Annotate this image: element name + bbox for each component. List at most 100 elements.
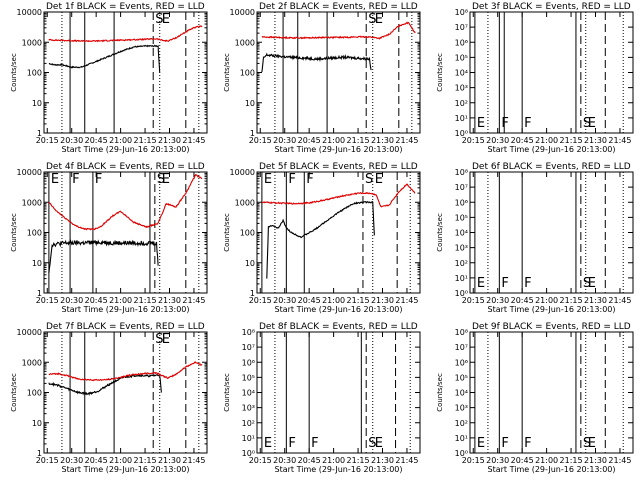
x-tick-label: 21:00 — [109, 136, 132, 145]
y-axis-label: Counts/sec — [10, 53, 18, 92]
x-tick-label: 20:45 — [85, 296, 108, 305]
y-tick-label: 1 — [250, 289, 255, 298]
y-tick-label: 1000 — [235, 38, 255, 47]
x-tick-label: 21:15 — [560, 136, 583, 145]
x-axis-label: Start Time (29-Jun-16 20:13:00) — [275, 145, 403, 154]
series-line-lld — [261, 183, 416, 208]
x-tick-label: 21:15 — [560, 296, 583, 305]
x-tick-label: 20:15 — [462, 296, 485, 305]
y-tick-label: 10⁷ — [455, 343, 468, 352]
event-marker-label: E — [162, 332, 170, 347]
x-tick-label: 21:45 — [182, 136, 205, 145]
x-tick-label: 21:15 — [347, 296, 370, 305]
y-tick-label: 10 — [245, 99, 255, 108]
event-marker-label: F — [524, 276, 531, 291]
series-line-events — [261, 52, 372, 73]
y-tick-label: 10000 — [17, 328, 42, 337]
event-marker-label: F — [95, 172, 102, 187]
x-tick-label: 21:00 — [535, 136, 558, 145]
y-axis-label: Counts/sec — [436, 53, 444, 92]
event-marker-label: F — [501, 116, 508, 131]
y-tick-label: 10 — [32, 419, 42, 428]
event-marker-label: E — [588, 436, 596, 451]
series-line-lld — [48, 361, 203, 382]
y-axis-label: Counts/sec — [10, 213, 18, 252]
panel-title: Det 4f BLACK = Events, RED = LLD — [46, 162, 205, 172]
x-tick-label: 20:15 — [249, 136, 272, 145]
x-tick-label: 21:45 — [608, 456, 631, 465]
y-axis-label: Counts/sec — [223, 53, 231, 92]
chart-panel-det-1f: Det 1f BLACK = Events, RED = LLD 1 10 100 10… — [10, 2, 208, 154]
y-tick-label: 10⁷ — [242, 343, 255, 352]
x-tick-label: 20:15 — [249, 296, 272, 305]
event-marker-label: S — [368, 12, 376, 27]
x-tick-label: 21:30 — [158, 296, 181, 305]
series-line-lld — [261, 21, 416, 40]
chart-panel-det-2f: Det 2f BLACK = Events, RED = LLD 1 10 100 10… — [223, 2, 421, 154]
x-tick-label: 20:30 — [60, 456, 83, 465]
event-marker-label: E — [264, 436, 272, 451]
y-tick-label: 10² — [455, 259, 468, 268]
event-marker-label: E — [477, 116, 485, 131]
y-tick-label: 10⁸ — [242, 328, 255, 337]
y-tick-label: 1 — [37, 449, 42, 458]
plot-frame — [469, 11, 634, 134]
x-tick-label: 20:45 — [511, 136, 534, 145]
y-tick-label: 10¹ — [455, 434, 468, 443]
x-tick-label: 20:30 — [273, 296, 296, 305]
series-line-events — [266, 200, 375, 279]
event-marker-label: F — [501, 436, 508, 451]
x-tick-label: 20:15 — [36, 136, 59, 145]
x-tick-label: 20:15 — [36, 296, 59, 305]
y-tick-label: 1000 — [22, 198, 42, 207]
y-tick-label: 10⁶ — [455, 358, 468, 367]
event-marker-label: F — [524, 116, 531, 131]
plot-frame — [256, 171, 421, 294]
x-tick-label: 20:30 — [273, 456, 296, 465]
event-marker-label: S — [365, 172, 373, 187]
plot-frame — [43, 171, 208, 294]
x-tick-label: 20:30 — [486, 456, 509, 465]
y-tick-label: 10000 — [17, 168, 42, 177]
y-tick-label: 10⁶ — [242, 358, 255, 367]
x-tick-label: 21:15 — [347, 136, 370, 145]
event-marker-label: F — [288, 436, 295, 451]
x-tick-label: 20:15 — [462, 456, 485, 465]
x-tick-label: 21:15 — [134, 296, 157, 305]
event-marker-label: S — [583, 116, 591, 131]
x-tick-label: 21:45 — [395, 456, 418, 465]
y-tick-label: 10⁶ — [455, 198, 468, 207]
x-axis-label: Start Time (29-Jun-16 20:13:00) — [62, 465, 190, 474]
y-tick-label: 100 — [240, 229, 255, 238]
event-marker-label: E — [51, 172, 59, 187]
x-tick-label: 21:00 — [535, 456, 558, 465]
x-tick-label: 21:30 — [584, 456, 607, 465]
y-tick-label: 100 — [27, 229, 42, 238]
x-tick-label: 21:45 — [395, 296, 418, 305]
y-tick-label: 100 — [240, 69, 255, 78]
x-tick-label: 20:30 — [60, 296, 83, 305]
y-tick-label: 10⁴ — [455, 69, 468, 78]
y-tick-label: 10⁴ — [455, 229, 468, 238]
event-marker-label: E — [264, 172, 272, 187]
y-tick-label: 10² — [455, 419, 468, 428]
y-tick-label: 10⁸ — [455, 328, 468, 337]
x-tick-label: 21:45 — [608, 136, 631, 145]
x-tick-label: 21:45 — [395, 136, 418, 145]
event-marker-label: E — [162, 12, 170, 27]
y-tick-label: 10⁵ — [242, 373, 255, 382]
y-tick-label: 10⁷ — [455, 183, 468, 192]
x-tick-label: 21:30 — [158, 456, 181, 465]
y-tick-label: 10⁸ — [455, 168, 468, 177]
x-tick-label: 20:30 — [60, 136, 83, 145]
chart-panel-det-8f: Det 8f BLACK = Events, RED = LLD 10⁰ 10¹ 10… — [223, 322, 421, 474]
y-tick-label: 10⁴ — [242, 389, 255, 398]
y-tick-label: 10 — [245, 259, 255, 268]
x-tick-label: 21:00 — [322, 136, 345, 145]
x-tick-label: 20:45 — [85, 456, 108, 465]
y-tick-label: 1000 — [22, 358, 42, 367]
x-tick-label: 21:00 — [109, 456, 132, 465]
panel-title: Det 9f BLACK = Events, RED = LLD — [472, 322, 631, 332]
chart-panel-det-4f: Det 4f BLACK = Events, RED = LLD 1 10 100 10… — [10, 162, 208, 314]
series-line-lld — [48, 173, 203, 231]
